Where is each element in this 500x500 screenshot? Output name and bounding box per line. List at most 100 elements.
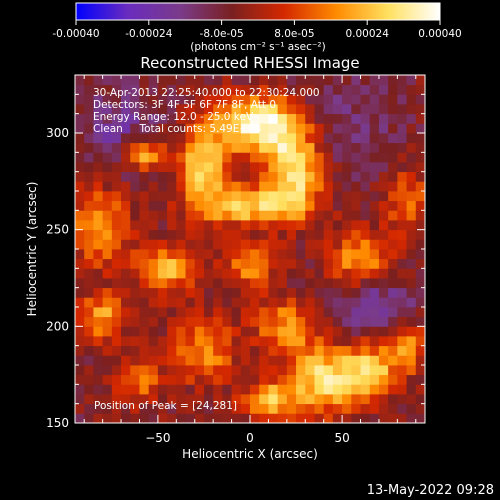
heatmap-cell (157, 326, 168, 337)
heatmap-cell (93, 316, 104, 327)
heatmap-cell (268, 220, 279, 231)
heatmap-cell (231, 258, 242, 269)
heatmap-cell (314, 268, 325, 279)
heatmap-cell (75, 181, 85, 192)
heatmap-cell (240, 229, 251, 240)
heatmap-cell (296, 413, 306, 424)
heatmap-cell (305, 210, 315, 221)
heatmap-cell (397, 384, 407, 395)
heatmap-cell (102, 191, 113, 202)
heatmap-cell (296, 229, 306, 240)
heatmap-cell (360, 394, 371, 405)
heatmap-cell (139, 171, 150, 182)
heatmap-cell (148, 326, 159, 337)
heatmap-cell (268, 123, 279, 134)
heatmap-cell (130, 394, 140, 405)
heatmap-cell (406, 326, 417, 337)
heatmap-cell (240, 239, 251, 250)
heatmap-cell (388, 336, 398, 347)
colorbar-tick-label: -0.00040 (52, 28, 99, 40)
heatmap-cell (240, 403, 251, 414)
heatmap-cell (351, 162, 361, 173)
heatmap-cell (148, 162, 159, 173)
heatmap-cell (259, 104, 269, 115)
heatmap-cell (286, 365, 297, 376)
heatmap-cell (102, 403, 113, 414)
heatmap-cell (332, 104, 343, 115)
heatmap-cell (323, 113, 334, 124)
heatmap-cell (222, 316, 232, 327)
heatmap-cell (342, 365, 352, 376)
heatmap-cell (351, 229, 361, 240)
heatmap-cell (250, 123, 260, 134)
heatmap-cell (176, 374, 186, 385)
heatmap-cell (84, 297, 94, 308)
heatmap-cell (268, 152, 279, 163)
heatmap-cell (286, 229, 297, 240)
heatmap-cell (148, 104, 159, 115)
heatmap-cell (102, 104, 113, 115)
heatmap-cell (277, 133, 288, 144)
heatmap-cell (102, 394, 113, 405)
heatmap-cell (406, 200, 417, 211)
heatmap-cell (194, 278, 205, 289)
heatmap-cell (268, 229, 279, 240)
heatmap-cell (240, 268, 251, 279)
heatmap-cell (139, 268, 150, 279)
heatmap-cell (148, 181, 159, 192)
heatmap-cell (378, 249, 389, 260)
heatmap-cell (167, 374, 177, 385)
heatmap-cell (314, 355, 325, 366)
heatmap-cell (176, 94, 186, 105)
heatmap-cell (111, 307, 122, 318)
heatmap-cell (231, 326, 242, 337)
heatmap-cell (194, 336, 205, 347)
heatmap-cell (157, 123, 168, 134)
heatmap-cell (314, 278, 325, 289)
heatmap-cell (111, 181, 122, 192)
heatmap-cell (406, 210, 417, 221)
heatmap-cell (360, 75, 371, 86)
heatmap-cell (93, 394, 104, 405)
heatmap-cell (111, 297, 122, 308)
heatmap-cell (250, 162, 260, 173)
heatmap-cell (323, 181, 334, 192)
heatmap-cell (203, 200, 214, 211)
heatmap-cell (213, 133, 223, 144)
heatmap-cell (305, 268, 315, 279)
heatmap-cell (93, 200, 104, 211)
heatmap-cell (157, 249, 168, 260)
heatmap-cell (167, 200, 177, 211)
heatmap-cell (176, 239, 186, 250)
heatmap-cell (388, 181, 398, 192)
heatmap-cell (167, 287, 177, 298)
heatmap-cell (388, 239, 398, 250)
heatmap-cell (250, 394, 260, 405)
heatmap-cell (332, 200, 343, 211)
heatmap-cell (332, 355, 343, 366)
heatmap-cell (222, 384, 232, 395)
heatmap-cell (296, 287, 306, 298)
heatmap-cell (222, 403, 232, 414)
heatmap-cell (286, 210, 297, 221)
heatmap-cell (194, 355, 205, 366)
heatmap-cell (102, 374, 113, 385)
heatmap-cell (213, 123, 223, 134)
heatmap-cell (130, 268, 140, 279)
heatmap-cell (259, 220, 269, 231)
heatmap-cell (332, 191, 343, 202)
heatmap-cell (157, 181, 168, 192)
heatmap-cell (351, 220, 361, 231)
heatmap-cell (102, 316, 113, 327)
heatmap-cell (388, 220, 398, 231)
heatmap-cell (157, 229, 168, 240)
heatmap-cell (84, 75, 94, 86)
heatmap-cell (378, 200, 389, 211)
heatmap-cell (84, 365, 94, 376)
heatmap-cell (397, 258, 407, 269)
heatmap-cell (111, 394, 122, 405)
heatmap-cell (277, 249, 288, 260)
heatmap-cell (323, 384, 334, 395)
heatmap-cell (314, 162, 325, 173)
heatmap-cell (213, 345, 223, 356)
